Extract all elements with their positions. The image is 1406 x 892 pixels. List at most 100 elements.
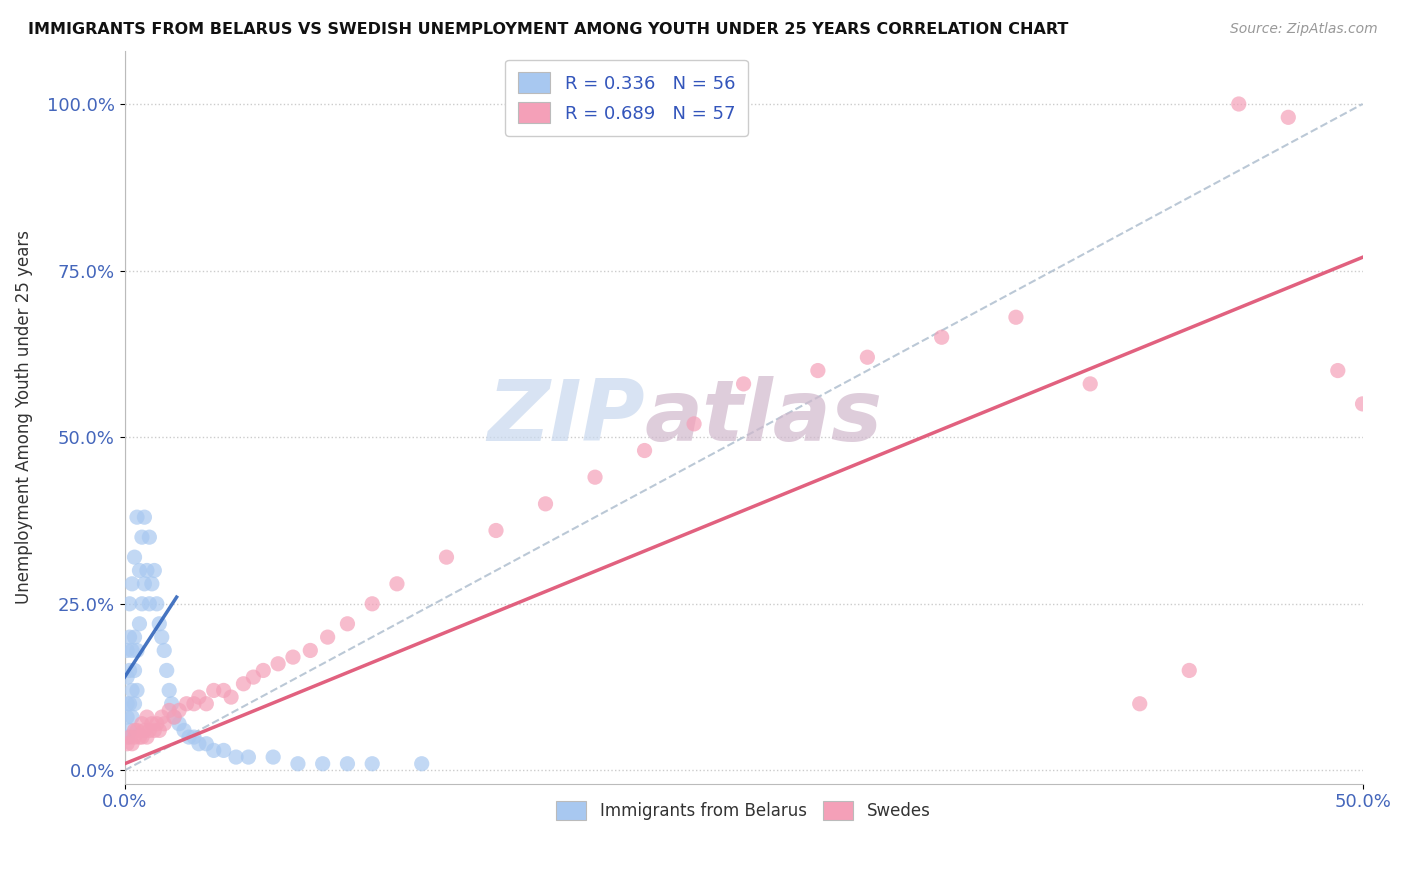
Point: [115, 697, 138, 711]
Point: [124, 723, 146, 738]
Point: [146, 597, 169, 611]
Point: [219, 690, 242, 705]
Point: [128, 564, 150, 578]
Point: [118, 730, 141, 744]
Text: IMMIGRANTS FROM BELARUS VS SWEDISH UNEMPLOYMENT AMONG YOUTH UNDER 25 YEARS CORRE: IMMIGRANTS FROM BELARUS VS SWEDISH UNEMP…: [28, 22, 1069, 37]
Point: [115, 643, 138, 657]
Point: [125, 643, 148, 657]
Point: [115, 670, 138, 684]
Point: [153, 716, 176, 731]
Point: [115, 737, 138, 751]
Point: [267, 657, 290, 671]
Point: [163, 710, 186, 724]
Point: [128, 730, 150, 744]
Point: [143, 723, 166, 738]
Point: [856, 350, 879, 364]
Point: [148, 616, 170, 631]
Point: [1227, 97, 1250, 112]
Point: [183, 730, 205, 744]
Point: [361, 597, 384, 611]
Text: ZIP: ZIP: [486, 376, 644, 458]
Point: [163, 710, 186, 724]
Point: [316, 630, 339, 644]
Point: [195, 697, 218, 711]
Point: [1277, 111, 1299, 125]
Point: [143, 564, 166, 578]
Point: [124, 697, 146, 711]
Point: [262, 750, 284, 764]
Point: [336, 756, 359, 771]
Point: [118, 664, 141, 678]
Y-axis label: Unemployment Among Youth under 25 years: Unemployment Among Youth under 25 years: [15, 230, 32, 604]
Point: [583, 470, 606, 484]
Point: [187, 737, 209, 751]
Point: [115, 730, 138, 744]
Point: [118, 630, 141, 644]
Point: [124, 630, 146, 644]
Point: [683, 417, 706, 431]
Point: [212, 683, 235, 698]
Point: [176, 697, 198, 711]
Point: [121, 710, 143, 724]
Point: [931, 330, 953, 344]
Point: [124, 664, 146, 678]
Point: [1078, 376, 1101, 391]
Point: [148, 723, 170, 738]
Point: [361, 756, 384, 771]
Point: [131, 716, 153, 731]
Point: [156, 664, 179, 678]
Point: [125, 510, 148, 524]
Point: [131, 530, 153, 544]
Legend: Immigrants from Belarus, Swedes: Immigrants from Belarus, Swedes: [550, 794, 938, 827]
Point: [167, 703, 190, 717]
Point: [167, 716, 190, 731]
Point: [202, 743, 225, 757]
Point: [135, 564, 157, 578]
Point: [153, 643, 176, 657]
Point: [146, 716, 169, 731]
Point: [733, 376, 755, 391]
Point: [1005, 310, 1028, 325]
Point: [118, 597, 141, 611]
Point: [173, 723, 195, 738]
Point: [534, 497, 557, 511]
Point: [157, 703, 180, 717]
Point: [141, 576, 163, 591]
Point: [124, 550, 146, 565]
Point: [287, 756, 309, 771]
Point: [134, 510, 156, 524]
Point: [131, 730, 153, 744]
Point: [138, 597, 160, 611]
Point: [134, 723, 156, 738]
Point: [232, 677, 254, 691]
Point: [212, 743, 235, 757]
Point: [138, 530, 160, 544]
Point: [807, 363, 830, 377]
Point: [115, 710, 138, 724]
Point: [242, 670, 264, 684]
Point: [131, 597, 153, 611]
Point: [160, 697, 183, 711]
Point: [1178, 664, 1201, 678]
Point: [121, 576, 143, 591]
Point: [299, 643, 322, 657]
Point: [135, 710, 157, 724]
Point: [157, 683, 180, 698]
Point: [150, 630, 173, 644]
Point: [1326, 363, 1348, 377]
Point: [141, 716, 163, 731]
Point: [128, 616, 150, 631]
Point: [202, 683, 225, 698]
Point: [118, 697, 141, 711]
Text: atlas: atlas: [644, 376, 883, 458]
Point: [385, 576, 408, 591]
Point: [150, 710, 173, 724]
Point: [124, 730, 146, 744]
Point: [485, 524, 508, 538]
Point: [336, 616, 359, 631]
Point: [312, 756, 335, 771]
Point: [183, 697, 205, 711]
Point: [138, 723, 160, 738]
Point: [187, 690, 209, 705]
Point: [177, 730, 200, 744]
